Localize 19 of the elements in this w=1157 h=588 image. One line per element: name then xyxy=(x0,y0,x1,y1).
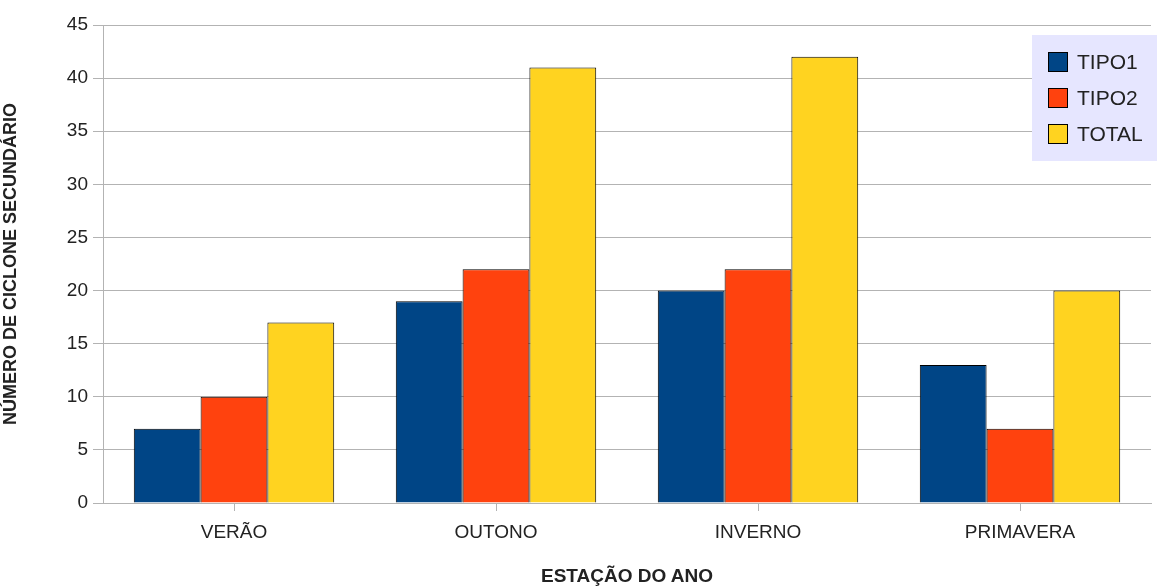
y-tick-label: 35 xyxy=(66,119,88,141)
x-axis-title: ESTAÇÃO DO ANO xyxy=(540,564,714,586)
y-tick-label: 30 xyxy=(66,172,88,194)
y-axis-title: NÚMERO DE CICLONE SECUNDÁRIO xyxy=(0,102,20,426)
y-tick-label: 15 xyxy=(66,331,88,353)
x-tick-label: VERÃO xyxy=(200,520,268,542)
x-tick-label: OUTONO xyxy=(454,520,538,542)
y-tick-label: 10 xyxy=(66,385,88,407)
y-tick-label: 25 xyxy=(66,225,88,247)
x-tick-label: INVERNO xyxy=(714,520,802,542)
x-tick-label: PRIMAVERA xyxy=(964,520,1076,542)
y-tick-label: 20 xyxy=(66,278,88,300)
legend-label: TIPO1 xyxy=(1077,50,1138,74)
y-tick-label: 5 xyxy=(77,438,88,460)
y-tick-label: 45 xyxy=(66,13,88,35)
y-tick-label: 40 xyxy=(66,66,88,88)
legend-label: TIPO2 xyxy=(1077,86,1138,110)
legend-label: TOTAL xyxy=(1077,122,1143,146)
y-tick-label: 0 xyxy=(77,491,88,513)
